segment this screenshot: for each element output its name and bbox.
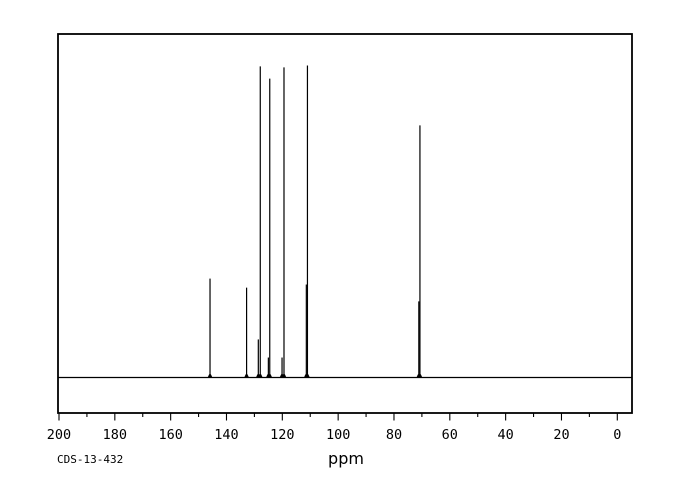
x-axis-tick-label: 140 [214, 427, 238, 443]
nmr-peak-base [267, 374, 273, 378]
x-axis-tick-label: 80 [386, 427, 402, 443]
x-axis-tick-label: 20 [553, 427, 569, 443]
nmr-peak-base [417, 374, 423, 378]
x-axis-tick-label: 60 [442, 427, 458, 443]
x-axis-tick-label: 100 [326, 427, 350, 443]
x-axis-unit-label: ppm [328, 449, 364, 468]
x-axis-tick-label: 40 [498, 427, 514, 443]
sample-id-label: CDS-13-432 [57, 453, 124, 466]
x-axis-tick-label: 120 [270, 427, 294, 443]
nmr-peak-base [207, 374, 213, 378]
nmr-peak-base [257, 374, 263, 378]
plot-border [57, 33, 633, 414]
x-axis-tick-label: 180 [103, 427, 127, 443]
x-axis-tick-label: 160 [158, 427, 182, 443]
nmr-peak-base [243, 374, 250, 378]
nmr-peak-base [304, 374, 311, 378]
x-axis-tick-label: 0 [613, 427, 621, 443]
x-axis-tick-label: 200 [47, 427, 71, 443]
nmr-peak-base [281, 374, 287, 378]
